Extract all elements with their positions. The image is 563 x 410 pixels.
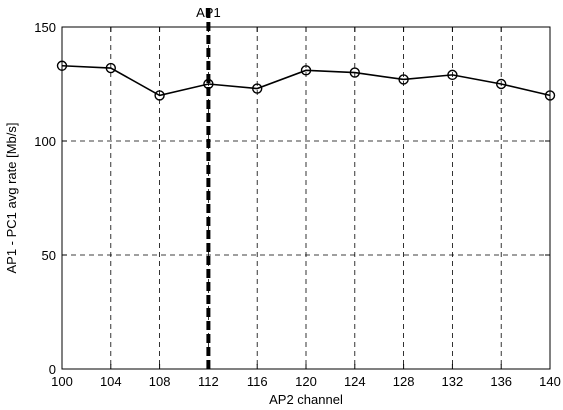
data-point [154, 90, 165, 101]
y-tick-label: 50 [42, 248, 56, 263]
data-point [398, 74, 409, 85]
x-axis-label: AP2 channel [269, 392, 343, 407]
x-tick-label: 124 [344, 374, 366, 389]
series-line [61, 64, 551, 97]
x-tick-label: 136 [490, 374, 512, 389]
ap1-reference-label: AP1 [196, 5, 221, 20]
data-point [349, 67, 360, 78]
data-point [496, 78, 507, 90]
x-tick-label: 132 [442, 374, 464, 389]
y-tick-label: 0 [49, 362, 56, 377]
x-tick-label: 120 [295, 374, 317, 389]
data-point [252, 83, 263, 94]
data-point [203, 78, 214, 90]
x-tick-label: 128 [393, 374, 415, 389]
y-tick-label: 150 [34, 20, 56, 35]
data-point [105, 62, 117, 74]
data-point [300, 65, 312, 76]
x-tick-label: 116 [247, 374, 268, 389]
annotations: AP1 [196, 5, 221, 369]
data-point [447, 69, 458, 81]
x-tick-label: 100 [51, 374, 73, 389]
y-axis-label: AP1 - PC1 avg rate [Mb/s] [4, 122, 19, 273]
x-tick-label: 108 [149, 374, 171, 389]
y-tick-label: 100 [34, 134, 56, 149]
ticks: 100 104 108 112 116 120 124 128 132 136 140 0 50 100 1… [34, 20, 561, 389]
x-tick-label: 104 [100, 374, 122, 389]
x-tick-label: 140 [539, 374, 561, 389]
x-tick-label: 112 [198, 374, 219, 389]
